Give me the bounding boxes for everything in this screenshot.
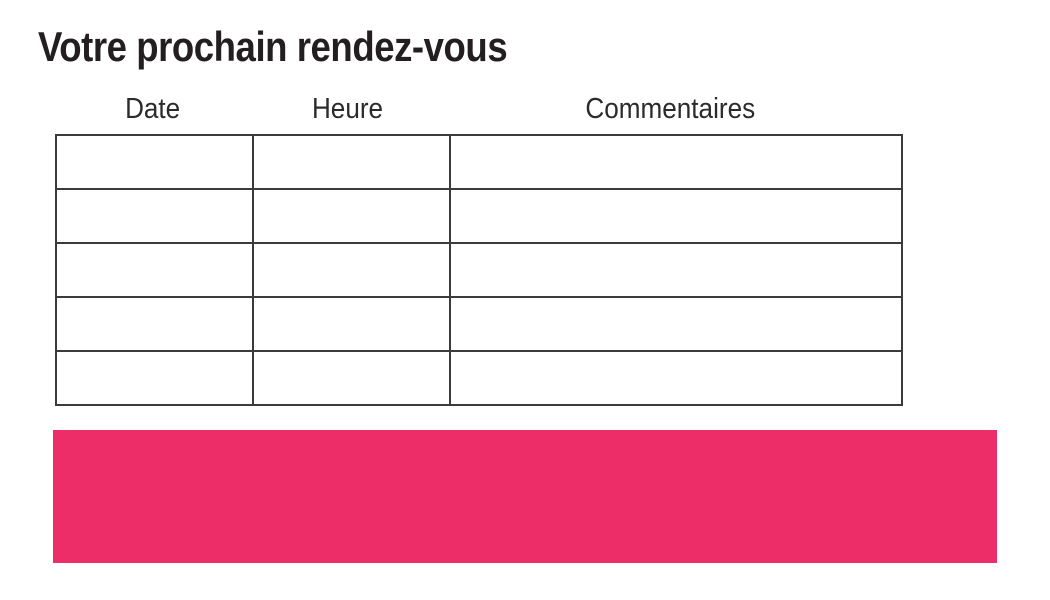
column-header-commentaires-label: Commentaires (585, 93, 755, 125)
column-header-date: Date (55, 95, 250, 124)
cell-date-row5 (55, 350, 254, 406)
cell-heure-row1 (252, 134, 451, 190)
cell-commentaires-row4 (449, 296, 903, 352)
cell-heure-row3 (252, 242, 451, 298)
cell-date-row4 (55, 296, 254, 352)
column-header-commentaires: Commentaires (445, 95, 895, 124)
table-column-headers: Date Heure Commentaires (55, 95, 895, 124)
column-header-heure-label: Heure (311, 93, 384, 125)
cell-commentaires-row5 (449, 350, 903, 406)
table-row (55, 296, 903, 352)
cell-heure-row5 (252, 350, 451, 406)
cell-date-row2 (55, 188, 254, 244)
table-row (55, 134, 903, 190)
page-title: Votre prochain rendez-vous (38, 23, 508, 70)
table-row (55, 242, 903, 298)
cell-commentaires-row3 (449, 242, 903, 298)
cell-heure-row2 (252, 188, 451, 244)
cell-heure-row4 (252, 296, 451, 352)
column-header-date-label: Date (124, 93, 181, 125)
cell-date-row3 (55, 242, 254, 298)
cell-commentaires-row1 (449, 134, 903, 190)
cell-commentaires-row2 (449, 188, 903, 244)
appointments-table (55, 134, 903, 406)
accent-bar (53, 430, 997, 563)
cell-date-row1 (55, 134, 254, 190)
appointments-table-body (55, 134, 903, 406)
table-row (55, 350, 903, 406)
column-header-heure: Heure (250, 95, 445, 124)
table-row (55, 188, 903, 244)
